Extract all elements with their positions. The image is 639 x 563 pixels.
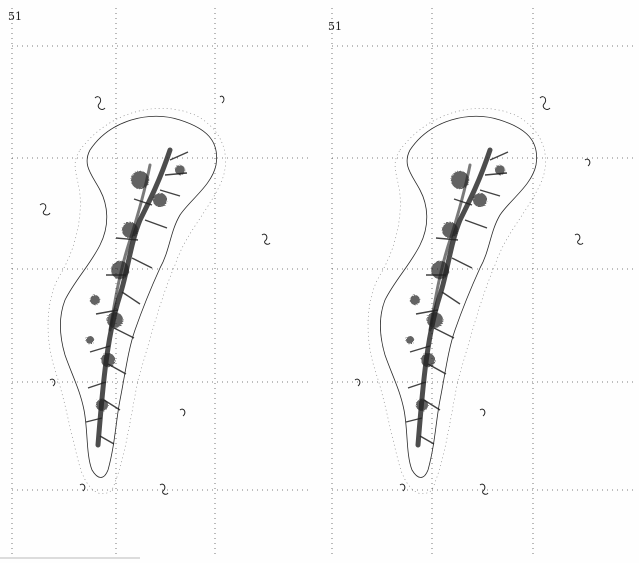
grid-lines bbox=[11, 8, 310, 555]
corner-mark: 51 bbox=[8, 10, 22, 23]
grid-lines bbox=[331, 8, 636, 555]
mountain-range-map bbox=[48, 108, 226, 493]
elevation-marks bbox=[354, 96, 591, 495]
elevation-marks bbox=[39, 95, 271, 495]
stereo-panel-left: 51 bbox=[8, 8, 310, 555]
mountain-range-map bbox=[368, 108, 546, 493]
corner-mark: 51 bbox=[328, 20, 342, 33]
stereo-panel-right: 51 bbox=[328, 8, 636, 555]
